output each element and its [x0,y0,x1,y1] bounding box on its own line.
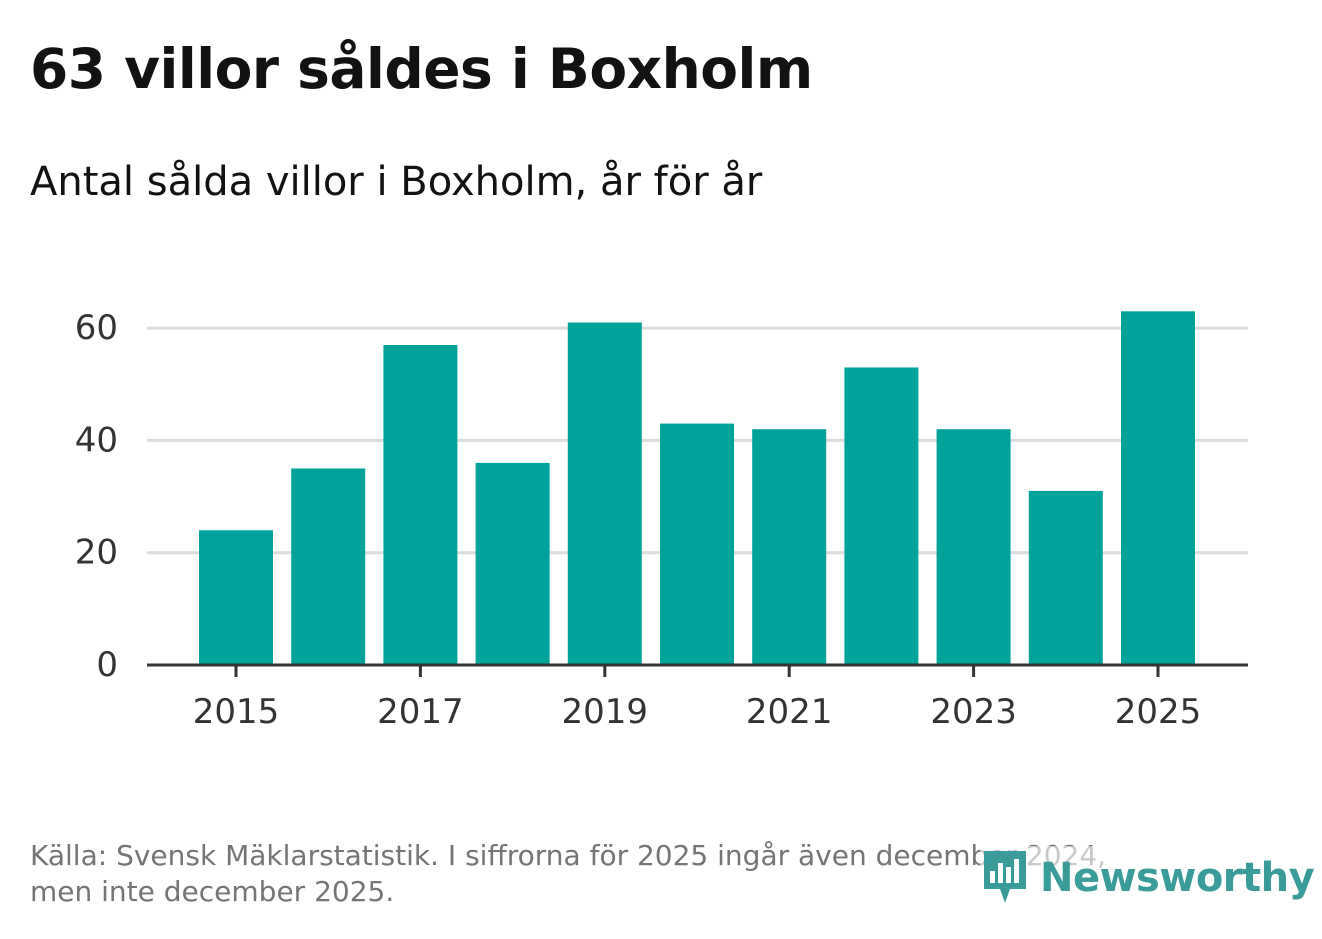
x-tick-label-2017: 2017 [377,692,464,732]
bar-2022 [844,367,919,665]
bar-2023 [936,429,1011,665]
bar-2025 [1121,311,1195,665]
x-tick-label-2021: 2021 [746,692,833,732]
bar-2016 [291,468,366,665]
bar-2019 [567,322,642,665]
newsworthy-logo: Newsworthy [980,846,1315,910]
chart-title: 63 villor såldes i Boxholm [30,37,813,101]
bar-2024 [1028,490,1103,665]
source-note-line-2: men inte december 2025. [30,875,395,908]
y-tick-label-20: 20 [75,533,118,573]
newsworthy-logo-text: Newsworthy [1040,855,1315,901]
bar-2017 [383,344,458,665]
source-note-line-1: Källa: Svensk Mäklarstatistik. I siffror… [30,839,1107,872]
chart-subtitle: Antal sålda villor i Boxholm, år för år [30,159,763,205]
x-tick-label-2025: 2025 [1115,692,1202,732]
x-tick-label-2023: 2023 [930,692,1017,732]
bar-2018 [475,462,550,665]
source-note: Källa: Svensk Mäklarstatistik. I siffror… [30,838,1220,910]
x-tick-label-2019: 2019 [562,692,649,732]
axes: 0 20 40 60 2015 2017 2019 2021 2023 2025 [75,308,1248,732]
y-tick-label-40: 40 [75,420,118,460]
bar-2021 [752,429,827,665]
y-tick-label-0: 0 [96,645,118,685]
bar-2015 [199,530,273,665]
y-tick-label-60: 60 [75,308,118,348]
x-tick-label-2015: 2015 [193,692,280,732]
bars [199,311,1195,665]
bar-2020 [660,423,734,665]
newsworthy-logo-icon [984,851,1026,903]
